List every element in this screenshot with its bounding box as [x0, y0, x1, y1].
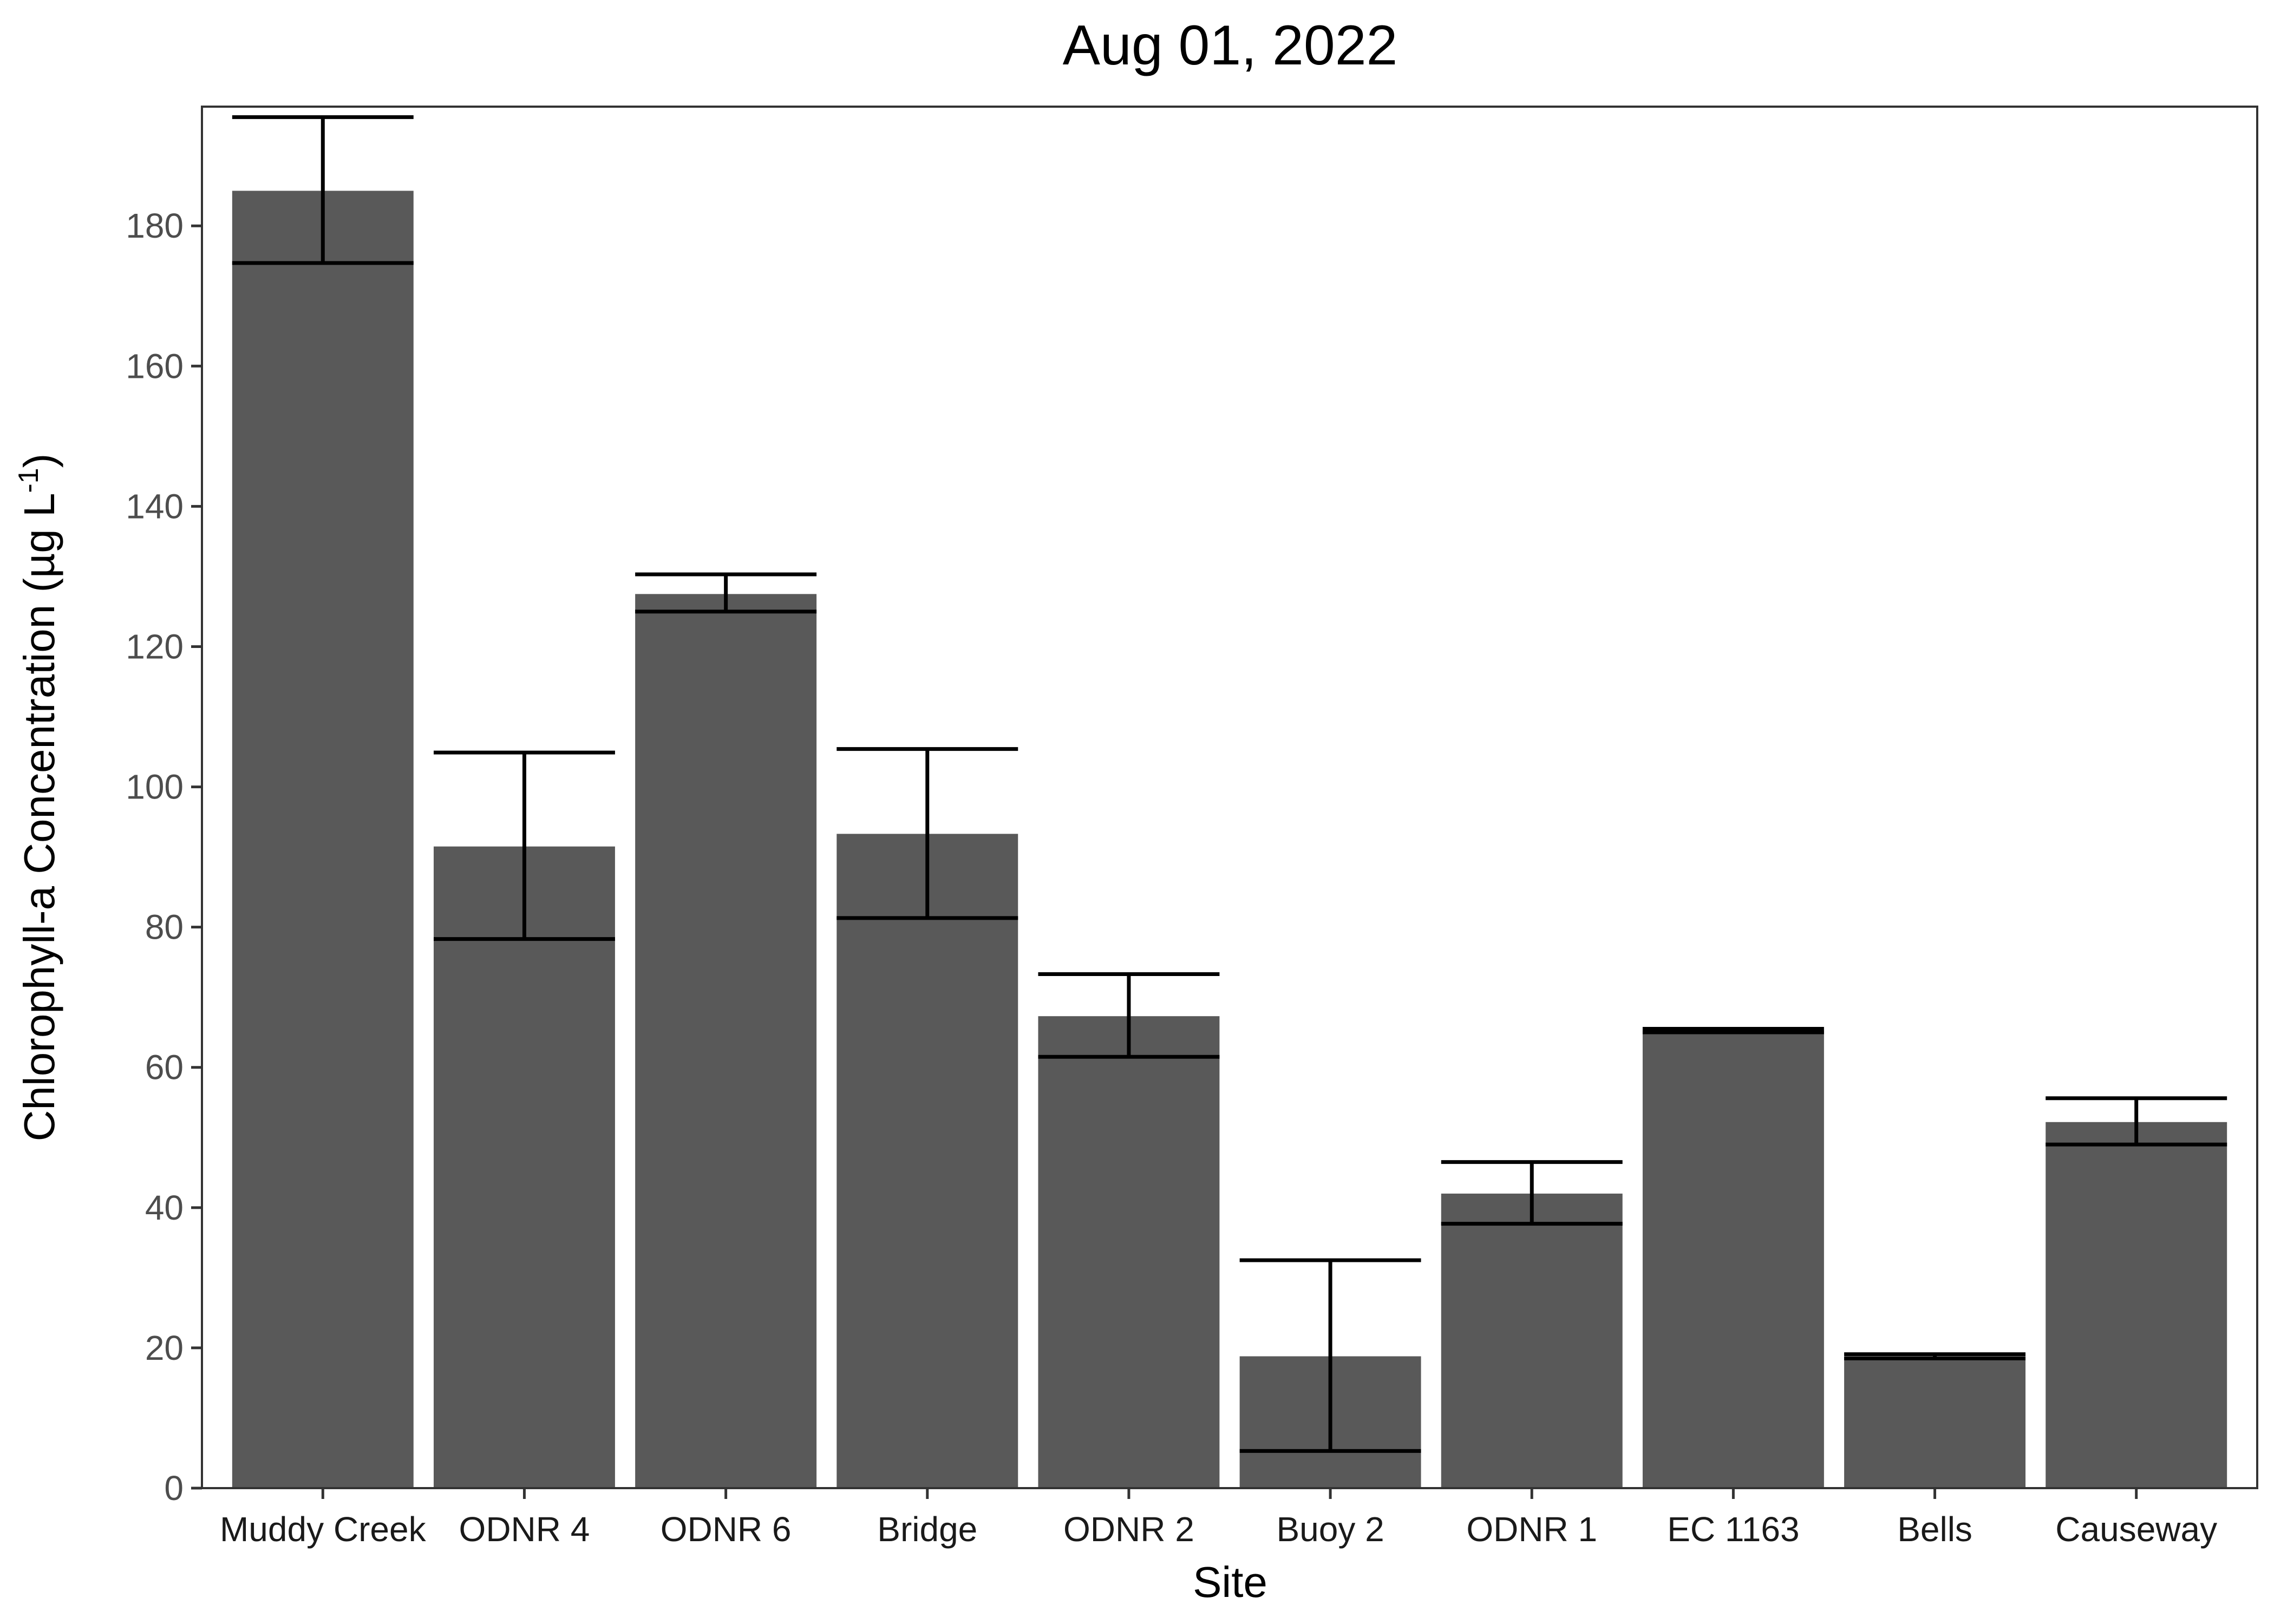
- bar-7: [1642, 1031, 1824, 1488]
- x-tick-label-8: Bells: [1897, 1510, 1972, 1549]
- x-tick-label-3: Bridge: [877, 1510, 977, 1549]
- bar-2: [635, 594, 817, 1488]
- y-tick-label-3: 60: [145, 1048, 184, 1087]
- y-axis-title-close: ): [15, 454, 63, 468]
- bar-1: [433, 846, 615, 1488]
- chart-title: Aug 01, 2022: [1063, 14, 1398, 77]
- y-tick-label-2: 40: [145, 1188, 184, 1227]
- x-tick-label-9: Causeway: [2055, 1510, 2217, 1549]
- x-tick-label-0: Muddy Creek: [220, 1510, 427, 1549]
- bar-4: [1038, 1016, 1220, 1488]
- y-axis: 0 20 40 60 80 100 120 140 160 180: [126, 206, 202, 1508]
- y-tick-label-1: 20: [145, 1328, 184, 1367]
- plot-area: [232, 115, 2227, 1489]
- y-tick-label-0: 0: [164, 1469, 184, 1508]
- y-tick-label-5: 100: [126, 768, 184, 807]
- bar-8: [1844, 1356, 2026, 1488]
- x-axis: Muddy Creek ODNR 4 ODNR 6 Bridge ODNR 2 Buoy …: [220, 1488, 2217, 1549]
- x-axis-title: Site: [1193, 1558, 1267, 1606]
- plot-frame: [201, 106, 2258, 1489]
- x-tick-label-2: ODNR 6: [661, 1510, 792, 1549]
- y-axis-title-superscript: -1: [13, 468, 44, 493]
- x-tick-label-6: ODNR 1: [1466, 1510, 1597, 1549]
- x-tick-label-1: ODNR 4: [459, 1510, 590, 1549]
- y-tick-label-9: 180: [126, 206, 184, 245]
- bar-3: [837, 834, 1018, 1488]
- bar-0: [232, 191, 414, 1489]
- y-tick-label-4: 80: [145, 908, 184, 947]
- x-tick-label-4: ODNR 2: [1063, 1510, 1194, 1549]
- x-tick-label-7: EC 1163: [1667, 1510, 1799, 1549]
- y-tick-label-6: 120: [126, 627, 184, 666]
- bar-9: [2046, 1122, 2227, 1488]
- y-axis-title-main: Chlorophyll-a Concentration (µg L: [15, 493, 63, 1142]
- y-tick-label-8: 160: [126, 346, 184, 385]
- bar-6: [1441, 1193, 1623, 1488]
- x-tick-label-5: Buoy 2: [1276, 1510, 1384, 1549]
- y-axis-title: Chlorophyll-a Concentration (µg L-1): [13, 454, 63, 1142]
- y-tick-label-7: 140: [126, 487, 184, 526]
